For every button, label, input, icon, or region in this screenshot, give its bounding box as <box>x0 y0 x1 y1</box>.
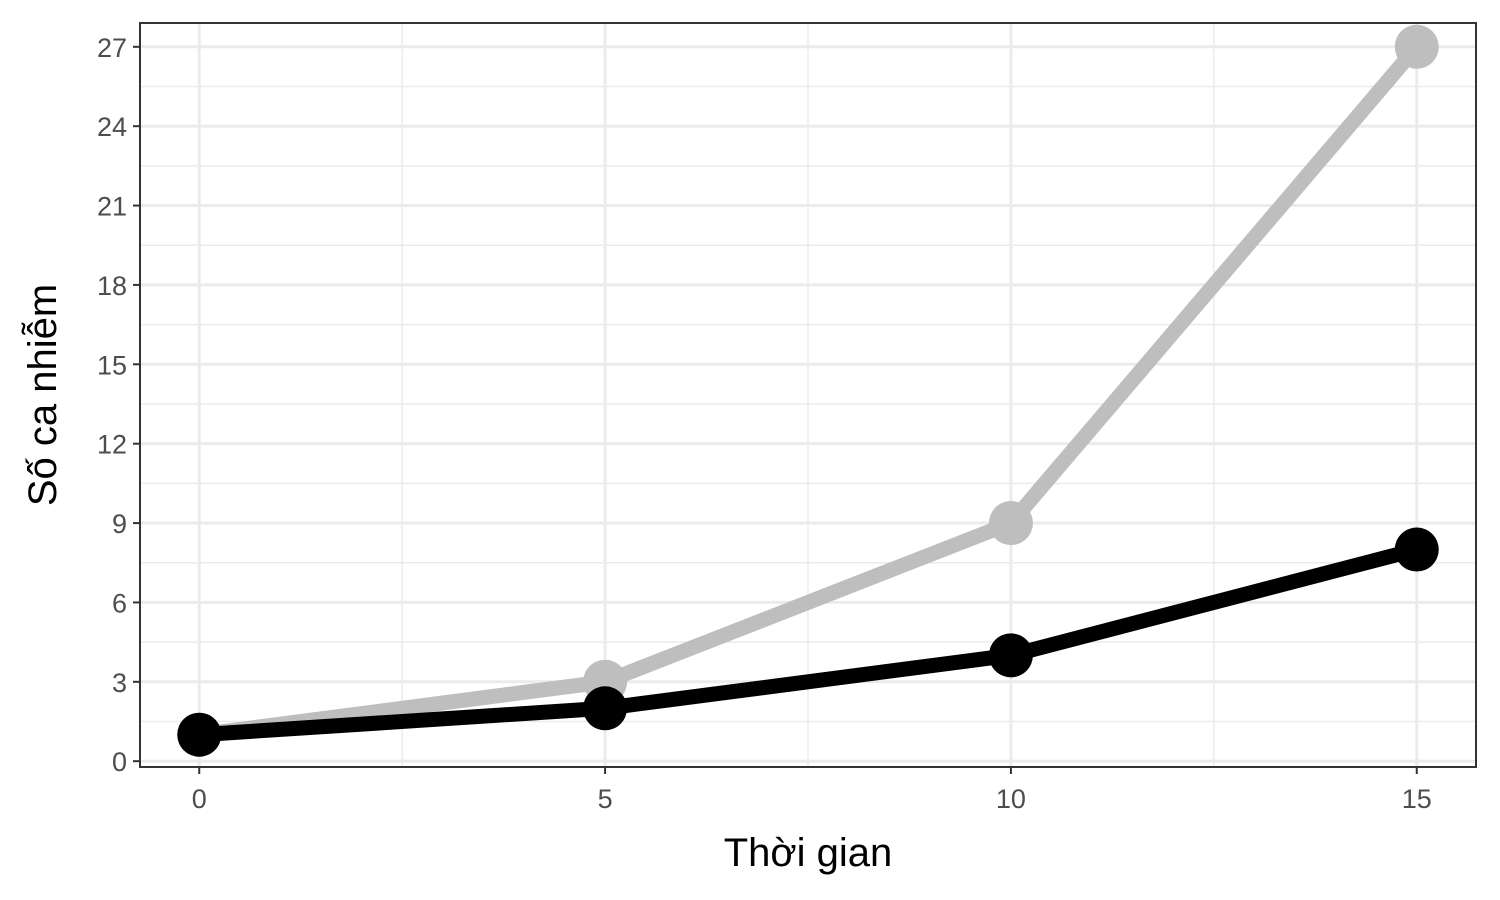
series-layer <box>177 24 1439 757</box>
x-tick-label: 0 <box>192 784 207 814</box>
series-2-point <box>1394 527 1439 572</box>
y-tick-label: 6 <box>112 588 127 618</box>
x-tick-label: 15 <box>1402 784 1432 814</box>
series-2-point <box>583 686 628 731</box>
series-1-point <box>1394 24 1439 69</box>
x-axis-title: Thời gian <box>724 831 893 875</box>
y-tick-label: 18 <box>97 271 127 301</box>
series-2-line <box>191 542 1425 743</box>
plot-panel-border <box>139 22 1477 768</box>
x-tick-labels: 0 5 10 15 <box>192 784 1432 814</box>
series-1-line <box>191 39 1425 743</box>
y-tick-label: 3 <box>112 668 127 698</box>
y-tick-labels: 0 3 6 9 12 15 18 21 24 27 <box>97 33 127 777</box>
y-tick-label: 24 <box>97 112 127 142</box>
series-2-point <box>177 712 222 757</box>
y-tick-label: 21 <box>97 192 127 222</box>
y-axis-title: Số ca nhiễm <box>20 284 65 506</box>
series-1-point <box>988 501 1033 546</box>
x-tick-label: 10 <box>996 784 1026 814</box>
x-tick-label: 5 <box>598 784 613 814</box>
y-tick-label: 0 <box>112 747 127 777</box>
series-2-point <box>988 633 1033 678</box>
y-tick-label: 12 <box>97 430 127 460</box>
axis-ticks <box>133 45 1418 774</box>
y-tick-label: 9 <box>112 509 127 539</box>
y-tick-label: 15 <box>97 350 127 380</box>
y-tick-label: 27 <box>97 33 127 63</box>
